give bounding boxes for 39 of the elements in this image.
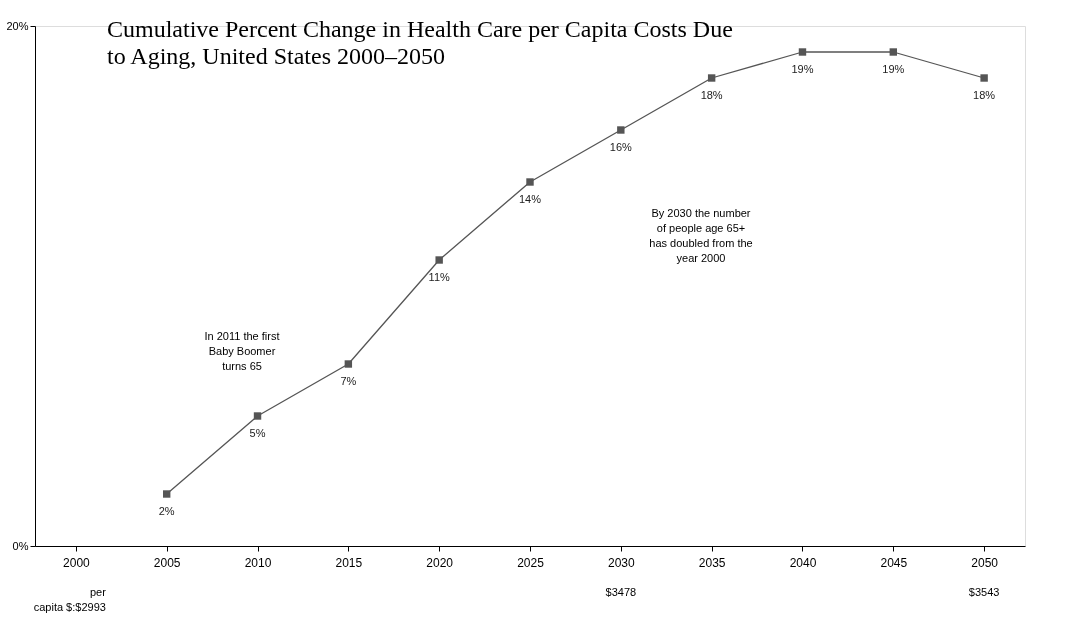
chart-title: Cumulative Percent Change in Health Care per Capita Costs Due to Aging, United States 2000–2050 [107, 16, 733, 69]
data-label: 5% [249, 427, 266, 439]
data-label: 19% [882, 63, 905, 75]
point [980, 74, 988, 82]
x-tick-label: 2035 [698, 555, 726, 570]
data-label: 18% [700, 89, 723, 101]
x-tick-label: 2010 [244, 555, 272, 570]
annotation: In 2011 the first Baby Boomer turns 65 [204, 330, 280, 372]
point [344, 360, 353, 368]
point [162, 490, 171, 498]
data-label: 7% [340, 375, 357, 387]
x-tick-label: 2050 [971, 555, 999, 570]
data-label: 11% [428, 271, 450, 283]
point [798, 48, 807, 56]
data-label: 16% [609, 141, 633, 153]
point [889, 48, 898, 56]
data-label: 19% [791, 63, 814, 75]
y-tick-label: 0% [12, 539, 29, 552]
text: per capita $:$2993 [33, 586, 107, 613]
x-tick-label: 2020 [426, 555, 454, 570]
data-label: 14% [518, 193, 542, 205]
x-tick-label: 2000 [63, 555, 91, 570]
point [435, 256, 443, 264]
text: $3478 [605, 586, 637, 598]
point [253, 412, 262, 420]
point [707, 74, 716, 82]
y-tick-label: 20% [6, 19, 29, 32]
x-tick-label: 2015 [335, 555, 363, 570]
data-label: 18% [973, 89, 996, 101]
point [617, 126, 625, 134]
x-tick-label: 2045 [880, 555, 908, 570]
x-tick-label: 2040 [789, 555, 817, 570]
x-tick-label: 2005 [153, 555, 181, 570]
annotation: By 2030 the number of people age 65+ has doubled from the year 2000 [649, 207, 753, 264]
data-label: 2% [158, 505, 175, 517]
x-tick-label: 2030 [607, 555, 635, 570]
text: $3543 [968, 586, 1000, 598]
x-tick-label: 2025 [517, 555, 545, 570]
point [526, 178, 534, 186]
